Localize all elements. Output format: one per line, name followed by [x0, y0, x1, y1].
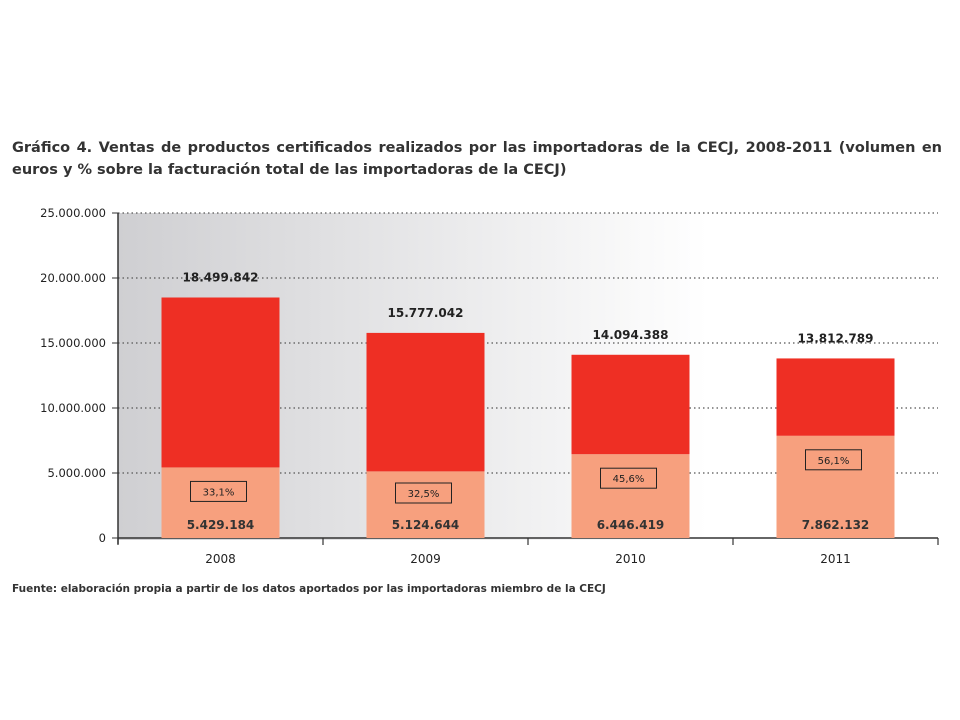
y-tick-label: 25.000.000	[40, 206, 106, 220]
lower-value-label: 7.862.132	[802, 518, 870, 532]
lower-value-label: 6.446.419	[597, 518, 665, 532]
percent-box	[600, 467, 657, 489]
bars	[161, 297, 895, 538]
y-tick-label: 5.000.000	[47, 466, 106, 480]
lower-value-label: 5.124.644	[392, 518, 460, 532]
y-tick-label: 0	[99, 531, 106, 545]
total-value-label: 14.094.388	[593, 328, 669, 342]
y-tick-label: 20.000.000	[40, 271, 106, 285]
bar-segment-upper	[366, 332, 485, 472]
percent-box	[395, 482, 452, 504]
bar-segment-lower	[161, 467, 280, 538]
x-tick-label: 2010	[615, 552, 646, 566]
percent-label: 32,5%	[408, 489, 440, 500]
bar-segment-lower	[366, 471, 485, 538]
percent-box	[190, 480, 247, 502]
x-tick-label: 2011	[820, 552, 851, 566]
lower-value-label: 5.429.184	[187, 518, 255, 532]
percent-box	[805, 449, 862, 471]
bar-segment-lower	[776, 435, 895, 538]
bar-segment-upper	[571, 354, 690, 455]
bar-segment-upper	[161, 297, 280, 468]
percent-label: 33,1%	[203, 487, 235, 498]
y-tick-label: 15.000.000	[40, 336, 106, 350]
total-value-label: 18.499.842	[183, 271, 259, 285]
percent-label: 45,6%	[613, 474, 645, 485]
chart-title: Gráfico 4. Ventas de productos certifica…	[12, 140, 942, 178]
x-tick-label: 2008	[205, 552, 236, 566]
bar-segment-upper	[776, 358, 895, 436]
total-value-label: 15.777.042	[388, 306, 464, 320]
y-tick-label: 10.000.000	[40, 401, 106, 415]
grid-lines	[118, 212, 938, 474]
percent-label: 56,1%	[818, 456, 850, 467]
x-tick-label: 2009	[410, 552, 441, 566]
source-note: Fuente: elaboración propia a partir de l…	[12, 583, 606, 595]
total-value-label: 13.812.789	[798, 331, 874, 345]
data-labels: 18.499.842 5.429.184 33,1% 2008 15.777.042 5.…	[183, 271, 874, 566]
